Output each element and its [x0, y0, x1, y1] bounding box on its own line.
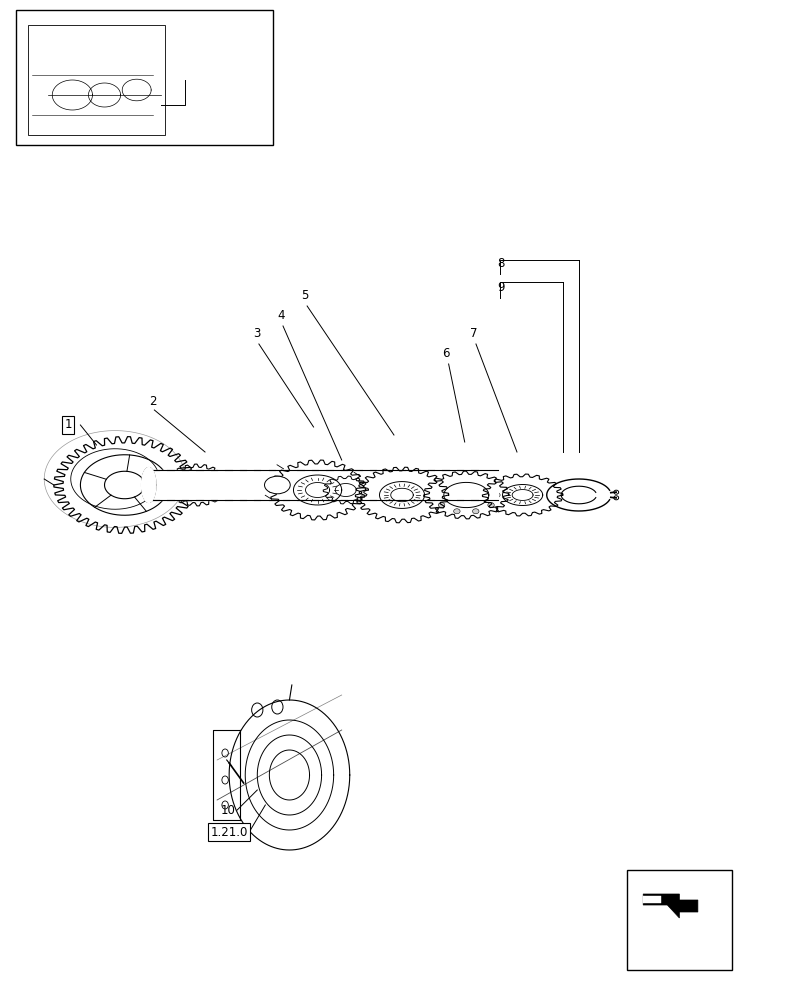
Ellipse shape [472, 509, 479, 514]
Text: 10: 10 [221, 804, 236, 816]
Ellipse shape [264, 476, 290, 494]
Ellipse shape [438, 503, 444, 508]
Ellipse shape [141, 468, 156, 502]
Bar [626, 870, 731, 970]
Circle shape [271, 700, 283, 714]
Circle shape [222, 801, 228, 809]
Circle shape [222, 776, 228, 784]
Text: 3: 3 [253, 327, 260, 340]
Circle shape [251, 703, 263, 717]
Text: 1: 1 [64, 418, 72, 432]
Ellipse shape [487, 482, 494, 487]
Text: 8: 8 [496, 257, 503, 270]
Ellipse shape [493, 492, 499, 497]
Ellipse shape [472, 476, 479, 481]
Ellipse shape [453, 509, 459, 514]
Ellipse shape [613, 490, 618, 494]
Circle shape [222, 749, 228, 757]
Ellipse shape [487, 503, 494, 508]
Bar [16, 10, 273, 145]
Ellipse shape [453, 476, 459, 481]
Text: 9: 9 [496, 281, 503, 294]
Text: 5: 5 [301, 289, 308, 302]
Ellipse shape [432, 492, 438, 497]
Text: 4: 4 [277, 309, 284, 322]
Bar [28, 25, 165, 135]
Text: 2: 2 [149, 395, 156, 408]
Polygon shape [642, 894, 697, 918]
Ellipse shape [438, 482, 444, 487]
Polygon shape [642, 896, 660, 903]
Text: 6: 6 [442, 347, 449, 360]
Ellipse shape [613, 496, 618, 500]
Text: 7: 7 [470, 327, 477, 340]
Text: 1.21.0: 1.21.0 [210, 826, 247, 838]
